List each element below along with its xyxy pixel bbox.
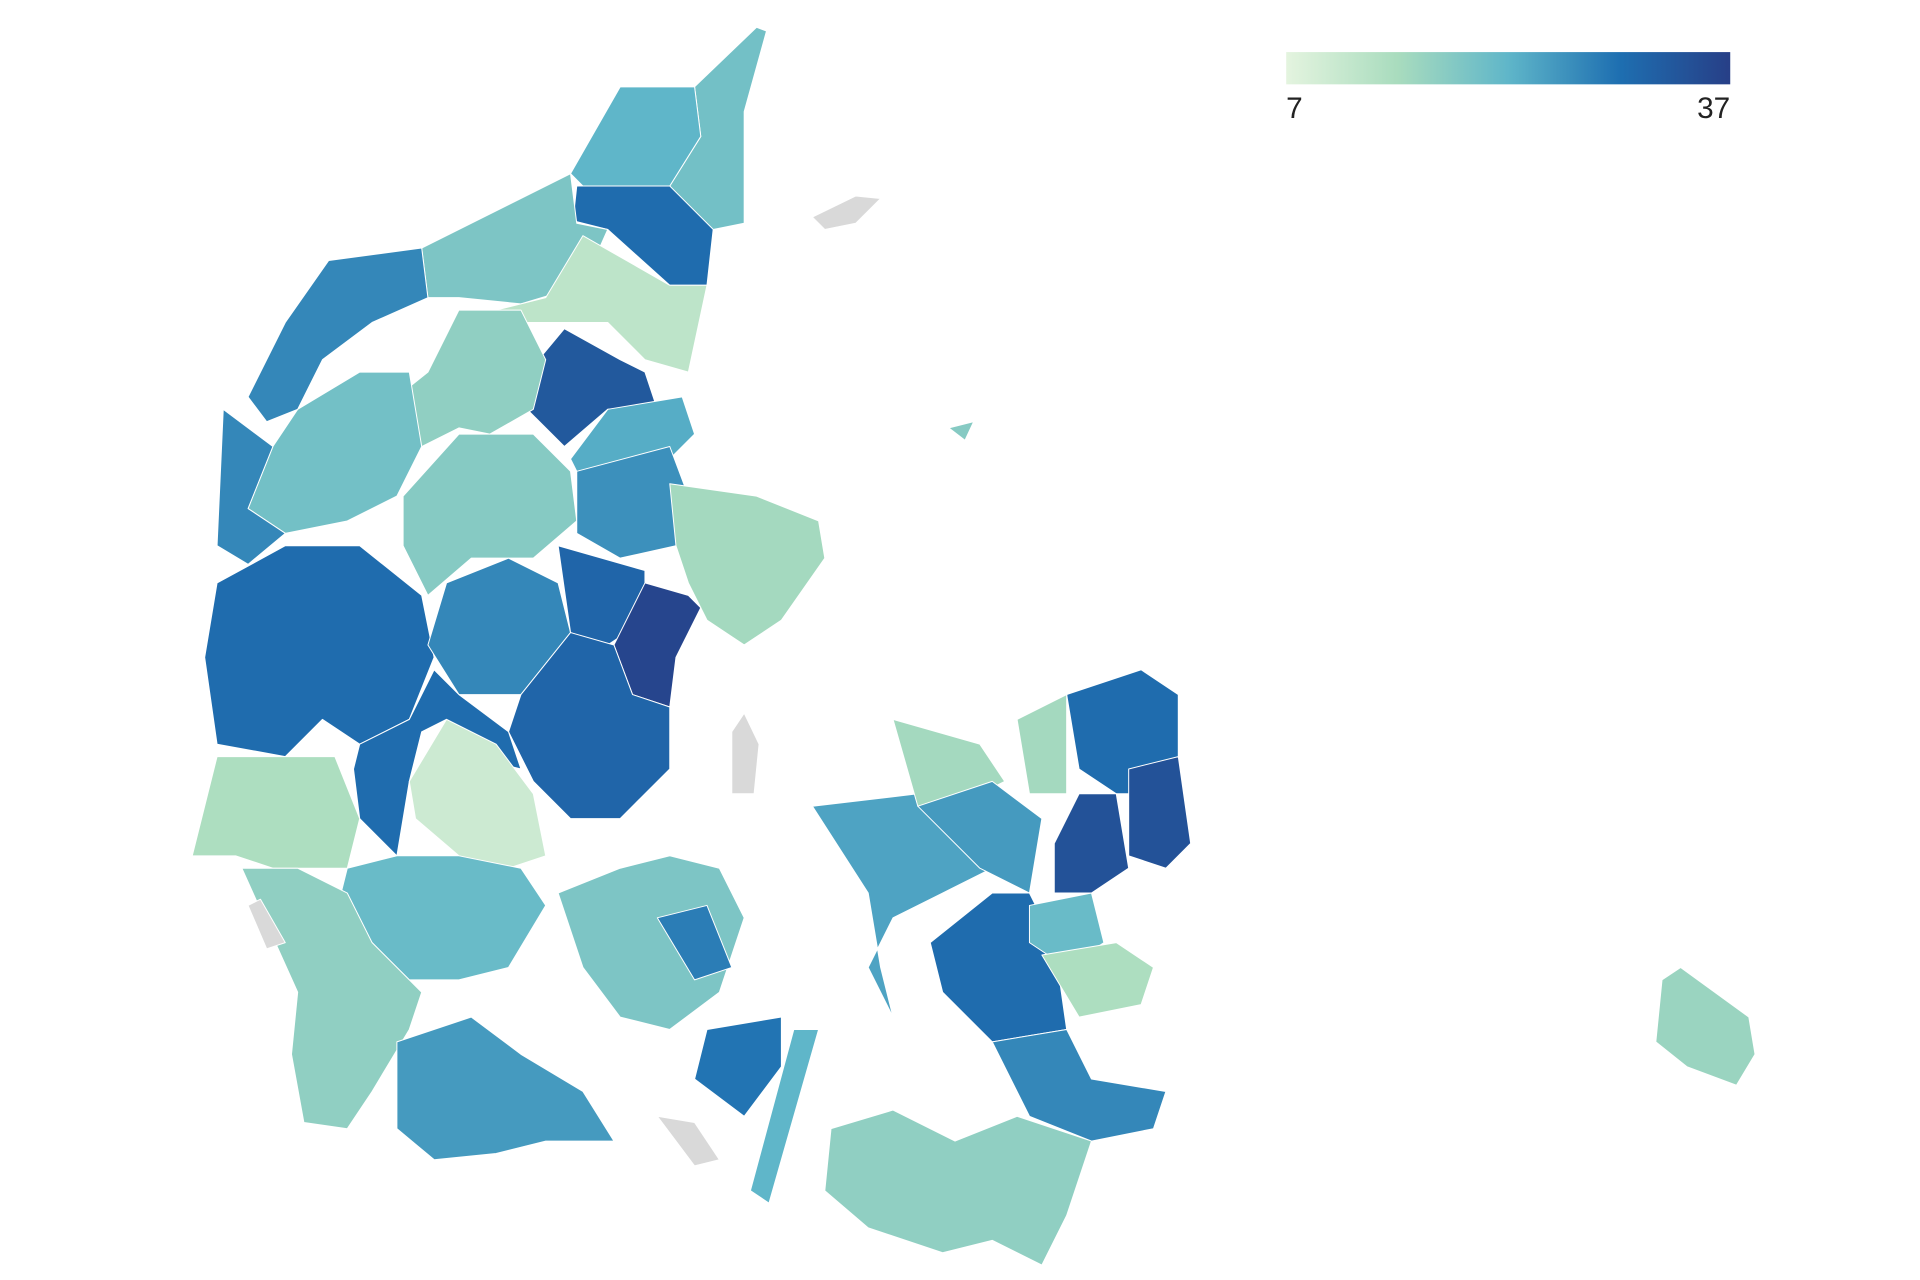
region [917, 780, 1043, 894]
region [1128, 756, 1192, 869]
region [749, 1028, 820, 1204]
region [402, 433, 578, 596]
region [508, 632, 671, 820]
region [811, 195, 882, 230]
regions [191, 26, 1756, 1266]
region [1655, 966, 1756, 1086]
region [191, 756, 361, 869]
region [396, 309, 547, 448]
region [669, 483, 826, 646]
region [991, 1028, 1167, 1142]
region [1053, 793, 1130, 894]
region [656, 904, 733, 981]
region [216, 408, 286, 565]
region [408, 718, 547, 869]
legend-max: 37 [1697, 92, 1730, 125]
region [1016, 694, 1068, 795]
region [694, 1016, 782, 1117]
region [247, 898, 286, 950]
region [1041, 942, 1154, 1018]
region [824, 1109, 1092, 1266]
region [396, 1016, 615, 1161]
region [241, 867, 423, 1130]
legend: 7 37 [1286, 52, 1731, 125]
region [731, 712, 760, 795]
legend-min: 7 [1286, 92, 1303, 125]
legend-gradient [1286, 52, 1731, 85]
region [557, 855, 745, 1030]
region [247, 247, 429, 423]
region [495, 235, 708, 373]
region [656, 1115, 720, 1167]
region [948, 421, 975, 441]
